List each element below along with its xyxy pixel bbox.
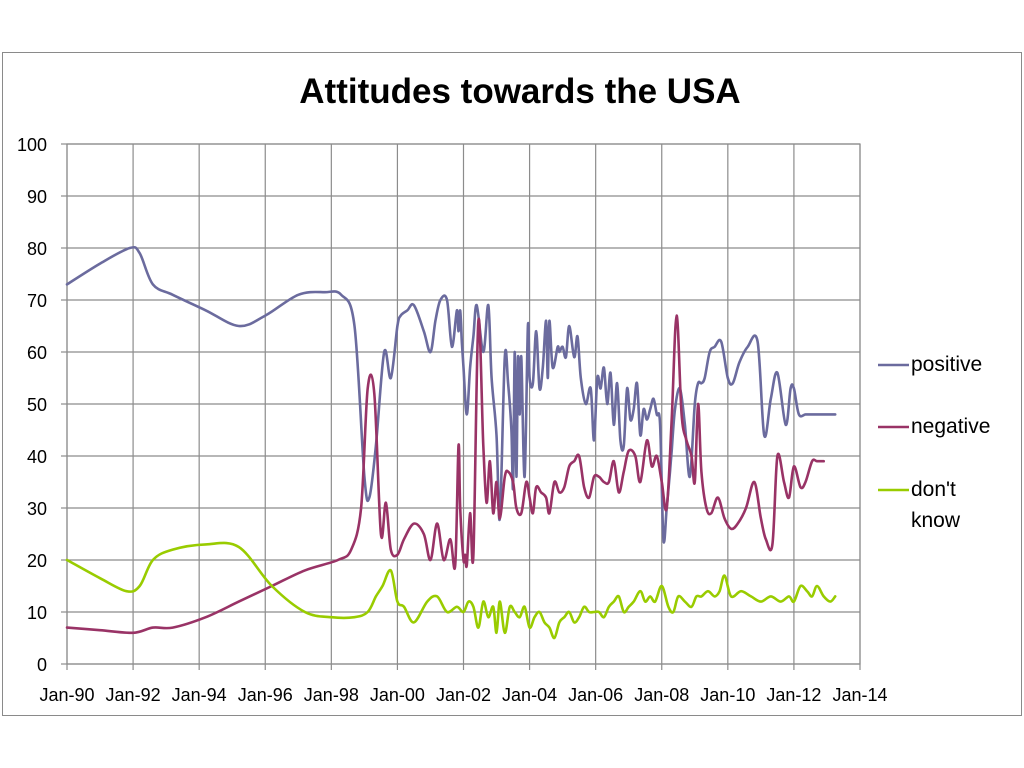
y-tick-label: 100 (17, 135, 47, 155)
x-tick-label: Jan-10 (700, 685, 755, 705)
y-tick-label: 90 (27, 187, 47, 207)
grid-lines: 0 10 20 30 40 50 60 70 80 90 100 Jan-90 Jan-92 Jan-94… (17, 135, 888, 705)
x-tick-label: Jan-08 (634, 685, 689, 705)
y-tick-label: 40 (27, 447, 47, 467)
x-tick-label: Jan-90 (39, 685, 94, 705)
y-tick-label: 30 (27, 499, 47, 519)
chart-title: Attitudes towards the USA (299, 72, 741, 111)
x-tick-label: Jan-96 (238, 685, 293, 705)
legend: positive negative don't know (878, 353, 990, 532)
series-line-positive (65, 245, 837, 544)
chart-frame (2, 52, 1022, 716)
y-tick-label: 60 (27, 343, 47, 363)
plot-area (66, 143, 861, 665)
x-tick-label: Jan-02 (436, 685, 491, 705)
series-line-don-t-know (65, 541, 837, 640)
series-line-negative (65, 314, 825, 635)
x-tick-label: Jan-06 (568, 685, 623, 705)
x-tick-label: Jan-12 (766, 685, 821, 705)
y-tick-label: 80 (27, 239, 47, 259)
x-tick-label: Jan-04 (502, 685, 557, 705)
y-tick-label: 0 (37, 655, 47, 675)
x-tick-label: Jan-14 (832, 685, 887, 705)
legend-label-don-t-know: know (911, 509, 961, 532)
legend-label-negative: negative (911, 415, 990, 438)
x-tick-label: Jan-00 (370, 685, 425, 705)
y-tick-label: 50 (27, 395, 47, 415)
y-tick-label: 20 (27, 551, 47, 571)
x-tick-label: Jan-92 (106, 685, 161, 705)
x-tick-label: Jan-98 (304, 685, 359, 705)
y-tick-label: 10 (27, 603, 47, 623)
legend-label-positive: positive (911, 353, 982, 376)
series-lines (65, 245, 837, 640)
legend-label-don-t-know: don't (911, 478, 956, 501)
y-tick-label: 70 (27, 291, 47, 311)
x-tick-label: Jan-94 (172, 685, 227, 705)
